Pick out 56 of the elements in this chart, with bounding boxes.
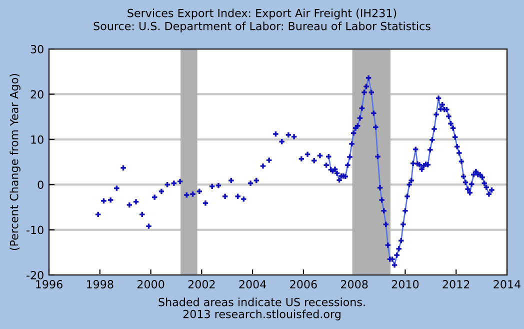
point: [108, 197, 114, 203]
chart-subtitle: Source: U.S. Department of Labor: Bureau of Labor Statistics: [94, 22, 430, 32]
x-tick-label: 1996: [36, 280, 62, 288]
point: [164, 182, 170, 188]
point: [266, 158, 272, 163]
point: [241, 196, 246, 202]
x-tick-label: 2008: [341, 280, 368, 288]
x-tick-label: 2010: [392, 280, 419, 288]
point: [254, 178, 259, 184]
y-tick-label: 10: [31, 135, 44, 144]
point: [114, 186, 120, 191]
point: [101, 198, 106, 204]
point: [152, 194, 158, 200]
point: [120, 165, 126, 170]
point: [184, 192, 190, 198]
point: [190, 191, 196, 197]
point: [210, 184, 215, 190]
y-tick-label: 0: [38, 180, 44, 189]
y-tick-label: 20: [30, 90, 44, 99]
point: [304, 152, 310, 157]
point: [273, 131, 278, 137]
point: [298, 156, 304, 162]
point: [140, 212, 145, 218]
chart-title: Services Export Index: Export Air Freight (IH231): [128, 8, 396, 20]
point: [216, 182, 222, 188]
point: [324, 162, 329, 168]
x-tick-label: 2012: [442, 280, 470, 288]
point: [177, 178, 183, 184]
x-tick-label: 2014: [494, 280, 521, 288]
text: 2013 research.stlouisfed.org: [183, 310, 340, 320]
point: [96, 212, 101, 218]
point: [228, 178, 234, 184]
x-tick-label: 2004: [239, 280, 266, 288]
point: [248, 180, 254, 186]
point: [260, 163, 266, 169]
point: [126, 202, 132, 208]
point: [279, 139, 284, 144]
point: [286, 132, 292, 138]
point: [133, 199, 139, 204]
x-tick-label: 2000: [137, 280, 164, 288]
y-tick-label: -10: [26, 226, 44, 234]
point: [291, 134, 297, 140]
y-axis-title: (Percent Change from Year Ago): [10, 74, 20, 250]
point: [235, 194, 240, 199]
x-tick-label: 2002: [188, 280, 215, 288]
point: [171, 180, 177, 186]
point: [317, 153, 323, 158]
x-tick-label: 1998: [86, 280, 114, 288]
point: [158, 188, 164, 194]
x-tick-label: 2006: [290, 280, 317, 288]
text: Shaded areas indicate US recessions.: [158, 298, 365, 306]
point: [202, 200, 208, 206]
point: [146, 224, 152, 229]
point: [222, 194, 228, 199]
y-tick-label: 30: [30, 44, 44, 54]
y-tick-label: -20: [26, 270, 44, 280]
